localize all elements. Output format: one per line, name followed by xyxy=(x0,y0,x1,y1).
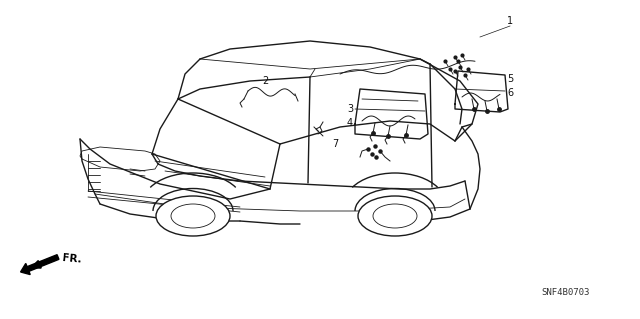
Text: 2: 2 xyxy=(262,76,268,86)
Text: 5: 5 xyxy=(507,74,513,84)
Ellipse shape xyxy=(358,196,432,236)
Text: 7: 7 xyxy=(332,139,338,149)
FancyArrow shape xyxy=(20,255,59,275)
Text: 1: 1 xyxy=(507,16,513,26)
Text: 3: 3 xyxy=(347,104,353,114)
Ellipse shape xyxy=(373,204,417,228)
Ellipse shape xyxy=(156,196,230,236)
Ellipse shape xyxy=(171,204,215,228)
Text: 4: 4 xyxy=(347,118,353,128)
Text: SNF4B0703: SNF4B0703 xyxy=(541,288,590,297)
Text: 6: 6 xyxy=(507,88,513,98)
Text: FR.: FR. xyxy=(62,253,82,265)
